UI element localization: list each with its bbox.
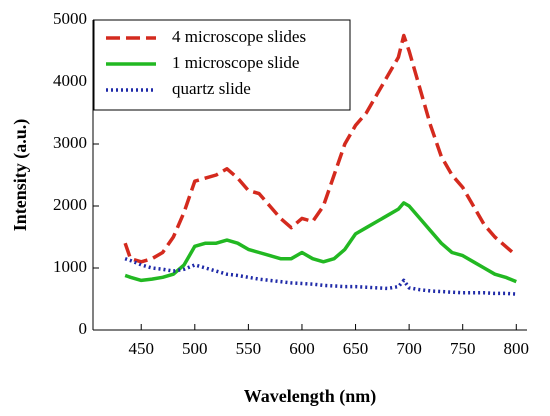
x-tick-label: 700 bbox=[396, 339, 422, 358]
legend-box bbox=[93, 19, 351, 111]
series-line bbox=[124, 257, 517, 296]
series-line bbox=[124, 201, 517, 284]
y-tick-label: 3000 bbox=[53, 133, 87, 152]
y-tick-label: 2000 bbox=[53, 195, 87, 214]
x-tick-label: 800 bbox=[504, 339, 530, 358]
legend-label: quartz slide bbox=[172, 79, 251, 98]
x-tick-label: 450 bbox=[128, 339, 154, 358]
y-tick-label: 5000 bbox=[53, 9, 87, 28]
legend-label: 4 microscope slides bbox=[172, 27, 306, 46]
x-tick-label: 600 bbox=[289, 339, 315, 358]
legend-label: 1 microscope slide bbox=[172, 53, 299, 72]
y-tick-label: 0 bbox=[79, 319, 88, 338]
y-tick-label: 1000 bbox=[53, 257, 87, 276]
x-axis-title: Wavelength (nm) bbox=[244, 386, 377, 407]
y-tick-label: 4000 bbox=[53, 71, 87, 90]
x-tick-label: 550 bbox=[236, 339, 262, 358]
y-axis-title: Intensity (a.u.) bbox=[10, 119, 31, 232]
series-line bbox=[123, 33, 518, 264]
x-tick-label: 500 bbox=[182, 339, 208, 358]
x-tick-label: 650 bbox=[343, 339, 369, 358]
x-tick-label: 750 bbox=[450, 339, 476, 358]
